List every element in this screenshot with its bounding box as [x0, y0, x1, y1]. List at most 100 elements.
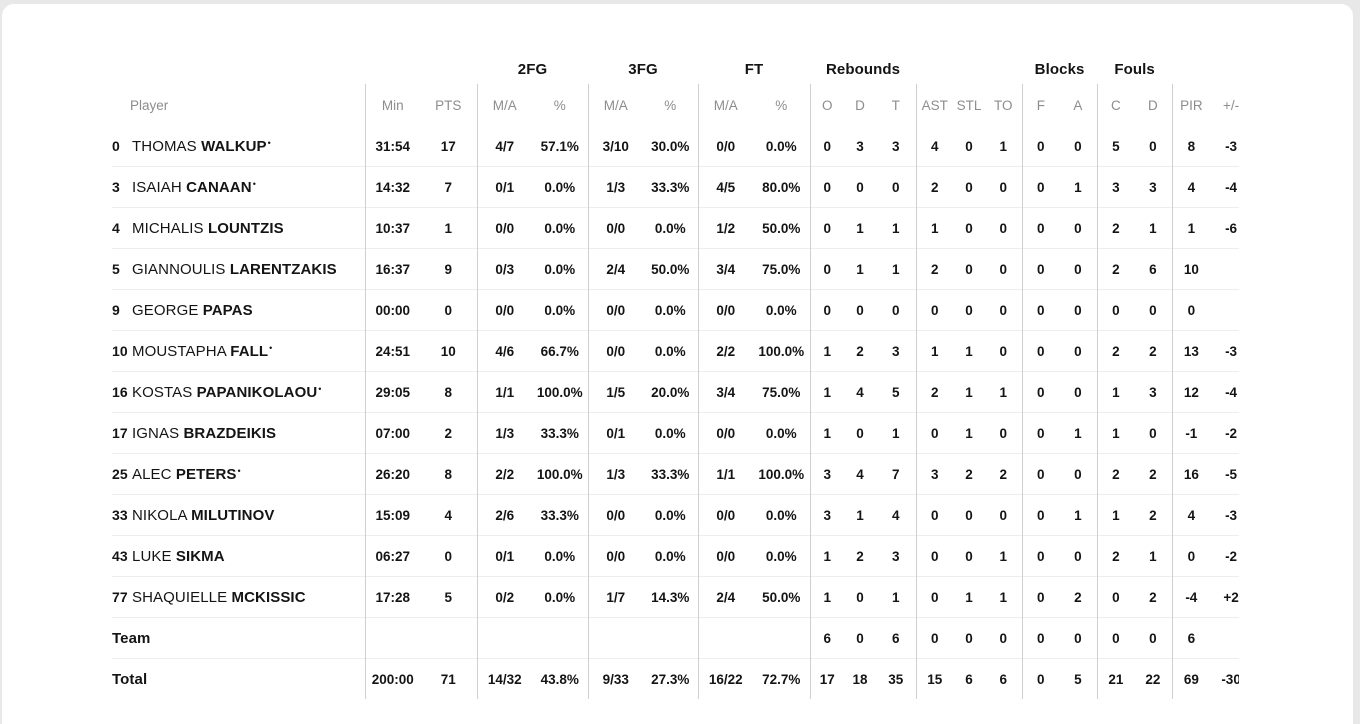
group-header: Fouls: [1114, 60, 1155, 78]
stat-cell-pir: -1: [1171, 412, 1211, 454]
stat-cell-foul-c: 3: [1096, 166, 1135, 208]
player-last-name: MCKISSIC: [231, 588, 306, 606]
stat-cell-reb-o: 3: [809, 494, 845, 536]
stat-cell-to: 1: [985, 535, 1023, 577]
stat-cell-pm: -5: [1210, 453, 1239, 495]
stat-cell-fg2-ma: [476, 617, 532, 659]
stat-cell-min: 200:00: [364, 658, 420, 699]
group-header: Rebounds: [825, 60, 901, 78]
player-last-name: MILUTINOV: [191, 506, 275, 524]
stat-cell-pts: 71: [420, 658, 477, 699]
stat-cell-reb-d: 3: [856, 138, 864, 154]
stat-cell-foul-c: 5: [1096, 126, 1135, 167]
stat-cell-blk-a: 0: [1059, 617, 1098, 659]
stat-cell-reb-d: 2: [844, 535, 877, 577]
stat-cell-blk-a: 1: [1059, 412, 1098, 454]
stat-cell-min: 24:51: [364, 330, 420, 372]
group-header: 3FG: [628, 60, 658, 78]
stat-cell-reb-o: 1: [809, 371, 845, 413]
stat-cell-reb-d: 18: [844, 658, 877, 699]
player-number: 0: [112, 137, 120, 154]
stat-cell-ft-pct: 75.0%: [753, 248, 811, 290]
stat-cell-foul-c: 1: [1096, 494, 1135, 536]
stat-cell-fg3-ma: 0/0: [587, 207, 644, 249]
stat-cell-reb-o: 1: [809, 535, 845, 577]
stat-cell-reb-o: 1: [809, 412, 845, 454]
column-header-pts: PTS: [435, 97, 462, 113]
stat-cell-ft-pct: 100.0%: [753, 330, 811, 372]
stat-cell-ast: 0: [915, 289, 954, 331]
stat-cell-foul-c: 2: [1096, 207, 1135, 249]
stat-cell-ast: 2: [915, 166, 954, 208]
stat-cell-ft-ma: 1/1: [697, 453, 754, 495]
stat-cell-ft-ma: 3/4: [697, 248, 754, 290]
player-row[interactable]: 0 THOMAS WALKUP• 31:54 17 4/7 57.1% 3/10 30.0% 0…: [112, 126, 1239, 167]
stat-cell-fg3-pct: 0.0%: [643, 535, 699, 577]
player-number: 10: [112, 342, 128, 359]
stat-cell-blk-a: 0: [1059, 248, 1098, 290]
stat-cell-min: 00:00: [364, 289, 420, 331]
player-row[interactable]: 9 GEORGE PAPAS 00:00 0 0/0 0.0% 0/0 0.0% 0/0 0.0%…: [112, 289, 1239, 331]
stat-cell-pm: [1210, 248, 1239, 290]
stat-cell-blk-f: 0: [1021, 576, 1060, 618]
stat-cell-stl: 2: [953, 453, 986, 495]
stat-cell-fg2-ma: 0/1: [476, 166, 532, 208]
group-header-row: 2FG 3FG FT Rebounds Blocks Fouls: [112, 54, 1239, 84]
stat-cell-fg3-ma: 0/0: [587, 330, 644, 372]
player-row[interactable]: 10 MOUSTAPHA FALL• 24:51 10 4/6 66.7% 0/0 0.0% 2…: [112, 330, 1239, 372]
stat-cell-stl: 0: [953, 617, 986, 659]
stat-cell-blk-a: 0: [1059, 453, 1098, 495]
starter-dot: •: [269, 342, 273, 353]
player-row[interactable]: 25 ALEC PETERS• 26:20 8 2/2 100.0% 1/3 33.3% 1/1…: [112, 453, 1239, 495]
stat-cell-fg2-pct: 100.0%: [532, 371, 589, 413]
stat-cell-pir: 0: [1171, 289, 1211, 331]
stat-cell-foul-d: 1: [1134, 207, 1173, 249]
player-row[interactable]: 77 SHAQUIELLE MCKISSIC 17:28 5 0/2 0.0% 1/7 14.…: [112, 576, 1239, 618]
stat-cell-fg3-pct: 0.0%: [643, 330, 699, 372]
stat-cell-ast: 0: [915, 494, 954, 536]
stat-cell-to: 2: [985, 453, 1023, 495]
stat-cell-fg3-pct: 50.0%: [643, 248, 699, 290]
player-row[interactable]: 5 GIANNOULIS LARENTZAKIS 16:37 9 0/3 0.0% 2/4 5…: [112, 248, 1239, 290]
player-row[interactable]: 4 MICHALIS LOUNTZIS 10:37 1 0/0 0.0% 0/0 0.0% 1/…: [112, 207, 1239, 249]
group-spacer: [112, 54, 365, 84]
stat-cell-fg3-pct: 14.3%: [643, 576, 699, 618]
stat-cell-ft-ma: 16/22: [697, 658, 754, 699]
stat-cell-pm: -30: [1210, 658, 1239, 699]
column-header-pm: +/-: [1223, 97, 1239, 113]
stat-cell-ft-pct: [753, 617, 811, 659]
stat-cell-reb-d: 1: [844, 494, 877, 536]
column-header-fg3-ma: M/A: [587, 84, 644, 126]
stat-cell-fg2-ma: 2/2: [476, 453, 532, 495]
player-row[interactable]: 33 NIKOLA MILUTINOV 15:09 4 2/6 33.3% 0/0 0.0% 0…: [112, 494, 1239, 536]
stat-cell-blk-a: 0: [1059, 535, 1098, 577]
stat-cell-ft-ma: 2/4: [697, 576, 754, 618]
stat-cell-reb-t: 0: [876, 289, 917, 331]
stat-cell-fg2-ma: 2/6: [476, 494, 532, 536]
stat-cell-fg3-ma: 0/0: [587, 494, 644, 536]
player-row[interactable]: 17 IGNAS BRAZDEIKIS 07:00 2 1/3 33.3% 0/1 0.0% 0…: [112, 412, 1239, 454]
player-row[interactable]: 43 LUKE SIKMA 06:27 0 0/1 0.0% 0/0 0.0% 0/0 0.0% 1…: [112, 535, 1239, 577]
player-number: 17: [112, 424, 128, 441]
stat-cell-pts: 8: [420, 371, 477, 413]
stat-cell-ft-ma: 0/0: [697, 289, 754, 331]
stat-cell-fg3-ma: 1/7: [587, 576, 644, 618]
player-last-name: BRAZDEIKIS: [183, 424, 277, 442]
stat-cell-stl: 1: [953, 576, 986, 618]
stat-cell-reb-t: 6: [876, 617, 917, 659]
box-score-table: 2FG 3FG FT Rebounds Blocks Fouls Player Min PTS M…: [112, 54, 1239, 699]
stat-cell-foul-d: 6: [1134, 248, 1173, 290]
stat-cell-min: 06:27: [364, 535, 420, 577]
stat-cell-fg3-ma: 9/33: [587, 658, 644, 699]
stat-cell-stl: 0: [953, 248, 986, 290]
stat-cell-fg3-ma: 1/5: [587, 371, 644, 413]
stat-cell-foul-c: 0: [1096, 289, 1135, 331]
stat-cell-foul-c: 21: [1096, 658, 1135, 699]
stat-cell-pir: 12: [1171, 371, 1211, 413]
player-row[interactable]: 16 KOSTAS PAPANIKOLAOU• 29:05 8 1/1 100.0% 1/5…: [112, 371, 1239, 413]
player-number: 3: [112, 178, 120, 195]
player-row[interactable]: 3 ISAIAH CANAAN• 14:32 7 0/1 0.0% 1/3 33.3% 4/5 8…: [112, 166, 1239, 208]
stat-cell-pts: 17: [440, 138, 456, 154]
stat-cell-blk-a: 1: [1059, 166, 1098, 208]
stat-cell-ast: 1: [915, 330, 954, 372]
